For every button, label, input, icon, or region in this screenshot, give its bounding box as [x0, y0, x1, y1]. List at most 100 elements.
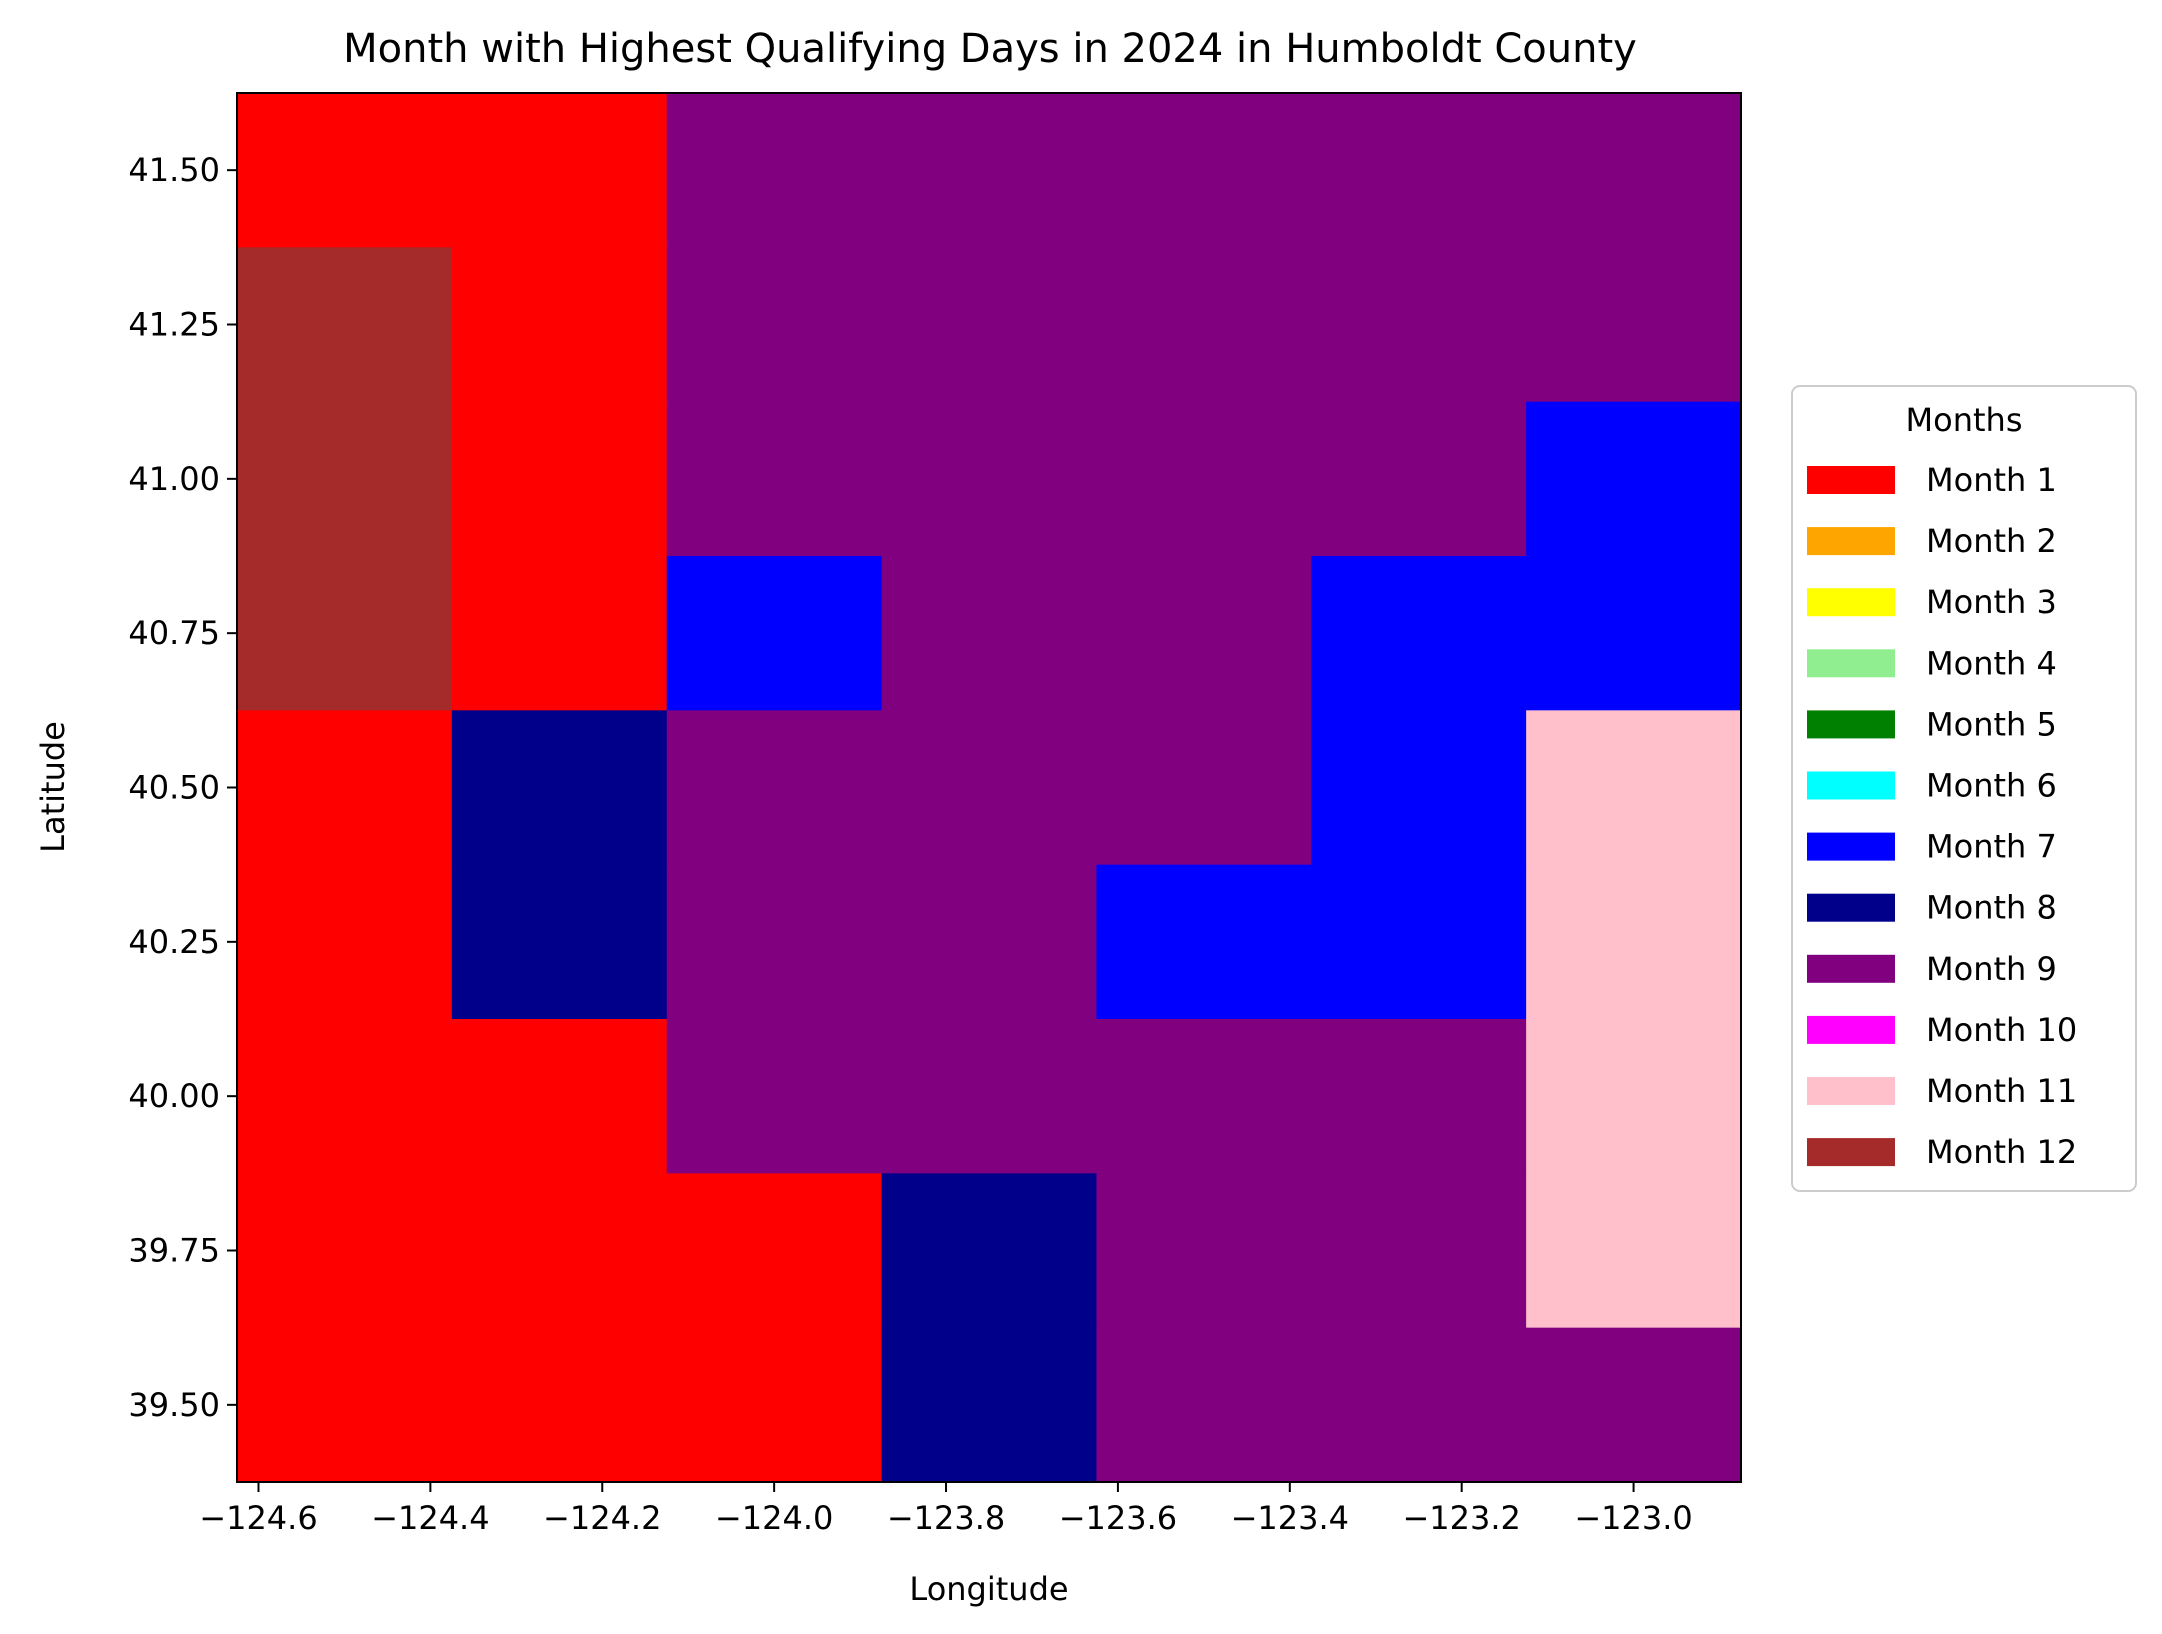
y-tick-label: 41.00: [128, 460, 220, 498]
x-axis: −124.6 −124.4 −124.2 −124.0 −123.8 −123.6 −123…: [199, 1482, 1693, 1537]
heatmap-cell: [1311, 1327, 1527, 1483]
heatmap-cell: [666, 401, 883, 557]
heatmap-cell: [1311, 710, 1527, 866]
heatmap-cell: [1526, 247, 1742, 403]
heatmap-cell: [237, 864, 453, 1020]
legend-swatch: [1807, 466, 1895, 494]
heatmap-cell: [1311, 1173, 1527, 1329]
heatmap-cell: [1311, 401, 1527, 557]
legend-swatch: [1807, 832, 1895, 861]
y-axis-label: Latitude: [34, 721, 72, 853]
heatmap-cell: [237, 93, 453, 248]
x-tick-label: −124.0: [715, 1499, 833, 1537]
chart-title: Month with Highest Qualifying Days in 20…: [343, 26, 1637, 72]
heatmap-cell: [1311, 93, 1527, 248]
x-tick-label: −124.2: [543, 1499, 661, 1537]
legend-label: Month 2: [1926, 522, 2057, 560]
legend-swatch: [1807, 1015, 1895, 1044]
heatmap-cell: [451, 1019, 668, 1174]
heatmap-cell: [1311, 556, 1527, 711]
heatmap-cell: [237, 1019, 453, 1174]
heatmap-cell: [666, 247, 883, 403]
heatmap-cell: [881, 864, 1098, 1020]
y-tick-label: 39.75: [128, 1232, 220, 1270]
heatmap-cell: [666, 1173, 883, 1329]
y-tick-label: 40.25: [128, 923, 220, 961]
x-tick-label: −124.6: [199, 1499, 317, 1537]
legend-swatch: [1807, 954, 1895, 983]
heatmap-cell: [666, 1019, 883, 1174]
legend-label: Month 5: [1926, 705, 2057, 743]
heatmap-cell: [881, 401, 1098, 557]
heatmap-cell: [666, 710, 883, 866]
y-tick-label: 41.25: [128, 306, 220, 344]
heatmap-cell: [1526, 864, 1742, 1020]
x-axis-label: Longitude: [909, 1570, 1068, 1608]
heatmap-cell: [237, 1173, 453, 1329]
heatmap-cell: [237, 556, 453, 711]
legend-box: [1791, 385, 2137, 1192]
legend-swatch: [1807, 649, 1895, 678]
legend-swatch: [1807, 1138, 1895, 1167]
heatmap-cell: [1526, 1327, 1742, 1483]
heatmap-cell: [451, 247, 668, 403]
x-tick-label: −124.4: [371, 1499, 489, 1537]
y-tick-label: 40.00: [128, 1077, 220, 1115]
heatmap-cell: [451, 556, 668, 711]
heatmap-cell: [881, 93, 1098, 248]
heatmap-cells: [237, 93, 1742, 1483]
y-tick-label: 40.75: [128, 614, 220, 652]
heatmap-cell: [881, 1019, 1098, 1174]
heatmap-cell: [1311, 247, 1527, 403]
x-tick-label: −123.4: [1231, 1499, 1349, 1537]
heatmap-cell: [666, 556, 883, 711]
heatmap-cell: [451, 401, 668, 557]
heatmap-cell: [666, 1327, 883, 1483]
heatmap-cell: [1526, 556, 1742, 711]
heatmap-cell: [237, 1327, 453, 1483]
legend-label: Month 6: [1926, 767, 2057, 805]
x-tick-label: −123.8: [887, 1499, 1005, 1537]
y-tick-label: 41.50: [128, 151, 220, 189]
legend-swatch: [1807, 588, 1895, 617]
legend-swatch: [1807, 771, 1895, 800]
heatmap-cell: [1526, 1173, 1742, 1329]
legend-label: Month 10: [1926, 1011, 2077, 1049]
legend-label: Month 3: [1926, 583, 2057, 621]
heatmap-cell: [237, 247, 453, 403]
x-tick-label: −123.2: [1402, 1499, 1520, 1537]
legend-label: Month 7: [1926, 828, 2057, 866]
heatmap-cell: [1096, 864, 1312, 1020]
heatmap-cell: [1096, 247, 1312, 403]
heatmap-cell: [881, 1173, 1098, 1329]
legend-label: Month 8: [1926, 889, 2057, 927]
heatmap-cell: [881, 1327, 1098, 1483]
heatmap-cell: [1526, 401, 1742, 557]
heatmap-cell: [1526, 1019, 1742, 1174]
x-tick-label: −123.0: [1574, 1499, 1692, 1537]
legend-entries: Month 1 Month 2 Month 3 Month 4 Month 5 Month…: [1807, 461, 2077, 1171]
heatmap-cell: [451, 1327, 668, 1483]
heatmap-cell: [451, 93, 668, 248]
legend-label: Month 12: [1926, 1133, 2077, 1171]
legend-label: Month 9: [1926, 950, 2057, 988]
legend-swatch: [1807, 893, 1895, 922]
legend-swatch: [1807, 1077, 1895, 1105]
heatmap-cell: [451, 864, 668, 1020]
heatmap-cell: [1096, 93, 1312, 248]
legend-title: Months: [1906, 401, 2023, 439]
heatmap-cell: [1096, 1173, 1312, 1329]
heatmap-cell: [451, 1173, 668, 1329]
heatmap-cell: [1311, 1019, 1527, 1174]
heatmap-cell: [1526, 93, 1742, 248]
legend-label: Month 4: [1926, 644, 2057, 682]
legend-label: Month 11: [1926, 1072, 2077, 1110]
heatmap-cell: [1096, 1327, 1312, 1483]
heatmap-cell: [1526, 710, 1742, 866]
y-tick-label: 39.50: [128, 1386, 220, 1424]
heatmap-cell: [1096, 401, 1312, 557]
legend-label: Month 1: [1926, 461, 2057, 499]
